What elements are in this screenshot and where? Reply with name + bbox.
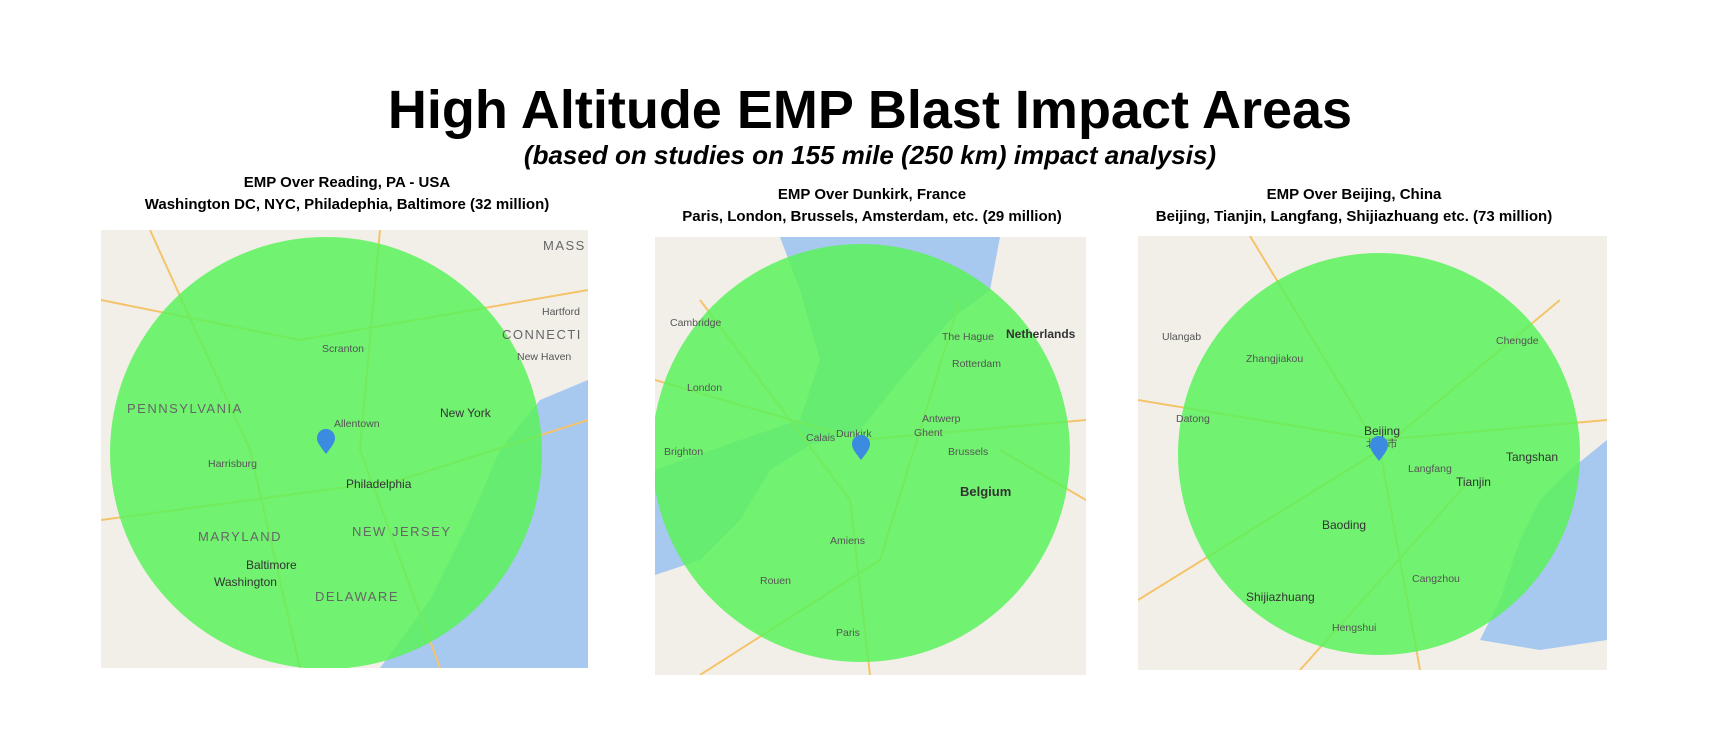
map-label: Amiens (830, 535, 865, 547)
subtitle: (based on studies on 155 mile (250 km) i… (524, 140, 1216, 170)
map-label: DELAWARE (315, 589, 399, 604)
map-label: Brussels (948, 446, 988, 458)
map-label: Shijiazhuang (1246, 590, 1315, 604)
caption: EMP Over Reading, PA - USA (244, 174, 451, 191)
caption: Washington DC, NYC, Philadephia, Baltimo… (145, 196, 549, 213)
caption: EMP Over Beijing, China (1267, 186, 1442, 203)
map-label: Langfang (1408, 463, 1452, 475)
map-label: Cangzhou (1412, 573, 1460, 585)
map-label: New Haven (517, 351, 571, 363)
map-label: Chengde (1496, 335, 1539, 347)
map-label: Brighton (664, 446, 703, 458)
caption: Paris, London, Brussels, Amsterdam, etc.… (682, 208, 1062, 225)
map-label: PENNSYLVANIA (127, 401, 243, 416)
map-label: CONNECTI (502, 327, 582, 342)
map-label: Hengshui (1332, 622, 1376, 634)
map-label: Antwerp (922, 413, 961, 425)
map-label: Netherlands (1006, 327, 1076, 341)
map: London Netherlands The Hague Rotterdam A… (655, 237, 1086, 675)
map-label: NEW JERSEY (352, 524, 452, 539)
map-label: The Hague (942, 331, 994, 343)
map-label: Washington (214, 575, 277, 589)
map-label: Zhangjiakou (1246, 353, 1303, 365)
map-label: Baltimore (246, 558, 297, 572)
map-label: Calais (806, 432, 835, 444)
map-label: Harrisburg (208, 458, 257, 470)
map-label: Paris (836, 627, 860, 639)
title: High Altitude EMP Blast Impact Areas (388, 80, 1352, 140)
map-label: Cambridge (670, 317, 722, 329)
caption: EMP Over Dunkirk, France (778, 186, 966, 203)
map-label: Scranton (322, 343, 364, 355)
map-label: Baoding (1322, 518, 1366, 532)
map-label: Tianjin (1456, 475, 1491, 489)
map-label: Ghent (914, 427, 943, 439)
map-label: Ulangab (1162, 331, 1201, 343)
caption: Beijing, Tianjin, Langfang, Shijiazhuang… (1156, 208, 1552, 225)
map-label: Belgium (960, 484, 1011, 499)
map-label: MARYLAND (198, 529, 282, 544)
map-label: Tangshan (1506, 450, 1558, 464)
map-label: Rouen (760, 575, 791, 587)
map: Beijing 北京市 Zhangjiakou Tangshan Tianjin… (1138, 236, 1607, 670)
map-label: MASS (543, 238, 586, 253)
map-label: Rotterdam (952, 358, 1001, 370)
map-label: Allentown (334, 418, 380, 430)
map-label: London (687, 382, 722, 394)
map-label: Datong (1176, 413, 1210, 425)
map-label: Philadelphia (346, 477, 412, 491)
map: PENNSYLVANIA New York Allentown Philadel… (101, 230, 588, 668)
map-label: New York (440, 406, 492, 420)
map-label: Hartford (542, 306, 580, 318)
map-label: Beijing (1364, 424, 1400, 438)
